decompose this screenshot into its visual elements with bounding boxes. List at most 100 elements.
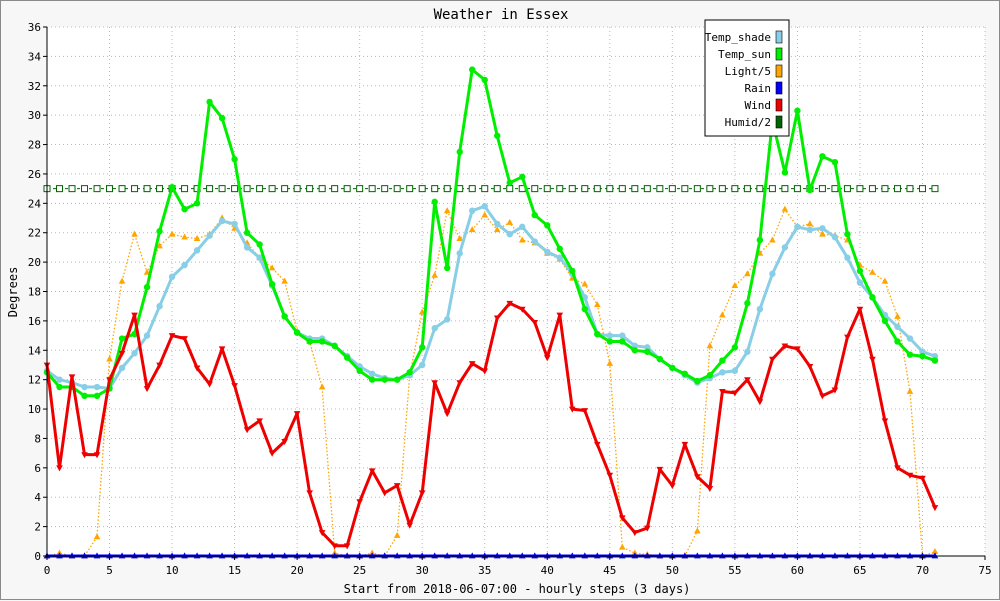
- point-temp-sun: [56, 383, 63, 391]
- legend-swatch-humid-2: [775, 115, 783, 129]
- y-tick-label: 30: [28, 109, 41, 122]
- point-temp-sun: [256, 241, 263, 248]
- point-rain: [381, 552, 388, 559]
- point-rain: [556, 552, 564, 559]
- point-rain: [81, 552, 88, 559]
- point-humid-2: [593, 185, 601, 193]
- point-light-5: [468, 226, 476, 233]
- point-rain: [819, 552, 826, 559]
- point-temp-shade: [906, 335, 914, 342]
- point-humid-2: [456, 185, 464, 193]
- point-temp-shade: [894, 323, 901, 330]
- legend-label-rain: Rain: [745, 82, 772, 95]
- point-temp-sun: [231, 156, 238, 163]
- point-temp-shade: [168, 273, 176, 281]
- point-rain: [256, 552, 263, 559]
- point-humid-2: [568, 185, 576, 193]
- point-temp-shade: [519, 223, 526, 231]
- point-temp-shade: [431, 325, 438, 332]
- point-temp-sun: [193, 200, 201, 207]
- point-rain: [93, 552, 101, 559]
- y-tick-label: 32: [28, 80, 41, 93]
- point-temp-sun: [706, 372, 714, 379]
- point-rain: [719, 552, 726, 559]
- point-temp-sun: [393, 376, 401, 383]
- point-rain: [806, 552, 814, 559]
- point-rain: [331, 552, 338, 559]
- point-temp-shade: [769, 270, 776, 278]
- point-temp-shade: [118, 364, 126, 372]
- point-humid-2: [531, 185, 539, 193]
- legend-label-temp-sun: Temp_sun: [718, 48, 771, 61]
- point-rain: [844, 552, 851, 559]
- point-wind: [644, 525, 651, 532]
- point-light-5: [106, 355, 113, 362]
- point-humid-2: [656, 185, 664, 193]
- point-humid-2: [606, 185, 614, 193]
- point-light-5: [181, 233, 188, 240]
- point-rain: [106, 552, 113, 559]
- point-temp-sun: [444, 264, 451, 272]
- point-temp-sun: [293, 329, 301, 336]
- point-rain: [168, 552, 176, 559]
- point-temp-shade: [206, 232, 213, 239]
- x-tick-label: 55: [728, 564, 741, 577]
- point-rain: [593, 552, 601, 559]
- point-light-5: [593, 301, 601, 308]
- point-temp-sun: [481, 76, 488, 84]
- point-wind: [794, 346, 801, 353]
- point-wind: [143, 386, 151, 393]
- y-tick-label: 10: [28, 403, 41, 416]
- point-wind: [831, 387, 839, 394]
- point-temp-shade: [444, 316, 451, 323]
- point-humid-2: [431, 185, 439, 193]
- point-rain: [919, 552, 926, 559]
- point-temp-sun: [469, 66, 476, 73]
- point-humid-2: [56, 185, 64, 193]
- point-temp-sun: [81, 392, 88, 400]
- point-humid-2: [631, 185, 639, 193]
- point-temp-sun: [731, 344, 739, 351]
- point-temp-sun: [719, 357, 726, 364]
- point-wind: [193, 365, 201, 372]
- point-temp-shade: [544, 248, 551, 256]
- x-tick-label: 40: [541, 564, 554, 577]
- point-temp-shade: [844, 254, 851, 261]
- point-rain: [756, 552, 764, 559]
- point-humid-2: [868, 185, 876, 193]
- line-light-5: [46, 208, 936, 557]
- point-wind: [156, 362, 163, 369]
- legend-swatch-temp-sun: [775, 47, 783, 61]
- point-humid-2: [706, 185, 714, 193]
- point-temp-sun: [243, 229, 251, 236]
- point-humid-2: [268, 185, 276, 193]
- point-temp-shade: [756, 305, 764, 313]
- point-wind: [856, 306, 864, 313]
- point-light-5: [456, 235, 464, 241]
- point-rain: [181, 552, 188, 559]
- y-axis-label: Degrees: [6, 267, 20, 318]
- x-tick-label: 50: [666, 564, 679, 577]
- point-wind: [894, 465, 901, 472]
- point-rain: [869, 552, 876, 559]
- point-humid-2: [418, 185, 426, 193]
- point-temp-sun: [368, 376, 376, 383]
- point-humid-2: [231, 185, 239, 193]
- point-temp-shade: [831, 233, 839, 241]
- point-rain: [481, 552, 489, 559]
- point-temp-sun: [93, 392, 101, 400]
- point-rain: [468, 552, 476, 559]
- point-light-5: [694, 527, 701, 534]
- point-humid-2: [143, 185, 151, 193]
- point-humid-2: [181, 185, 189, 193]
- point-rain: [56, 552, 63, 559]
- point-wind: [681, 441, 689, 448]
- point-light-5: [581, 280, 589, 287]
- point-temp-shade: [819, 225, 826, 232]
- point-rain: [644, 552, 651, 559]
- point-humid-2: [106, 185, 114, 193]
- point-temp-sun: [806, 186, 814, 194]
- y-tick-label: 16: [28, 315, 41, 328]
- y-tick-label: 4: [34, 491, 41, 504]
